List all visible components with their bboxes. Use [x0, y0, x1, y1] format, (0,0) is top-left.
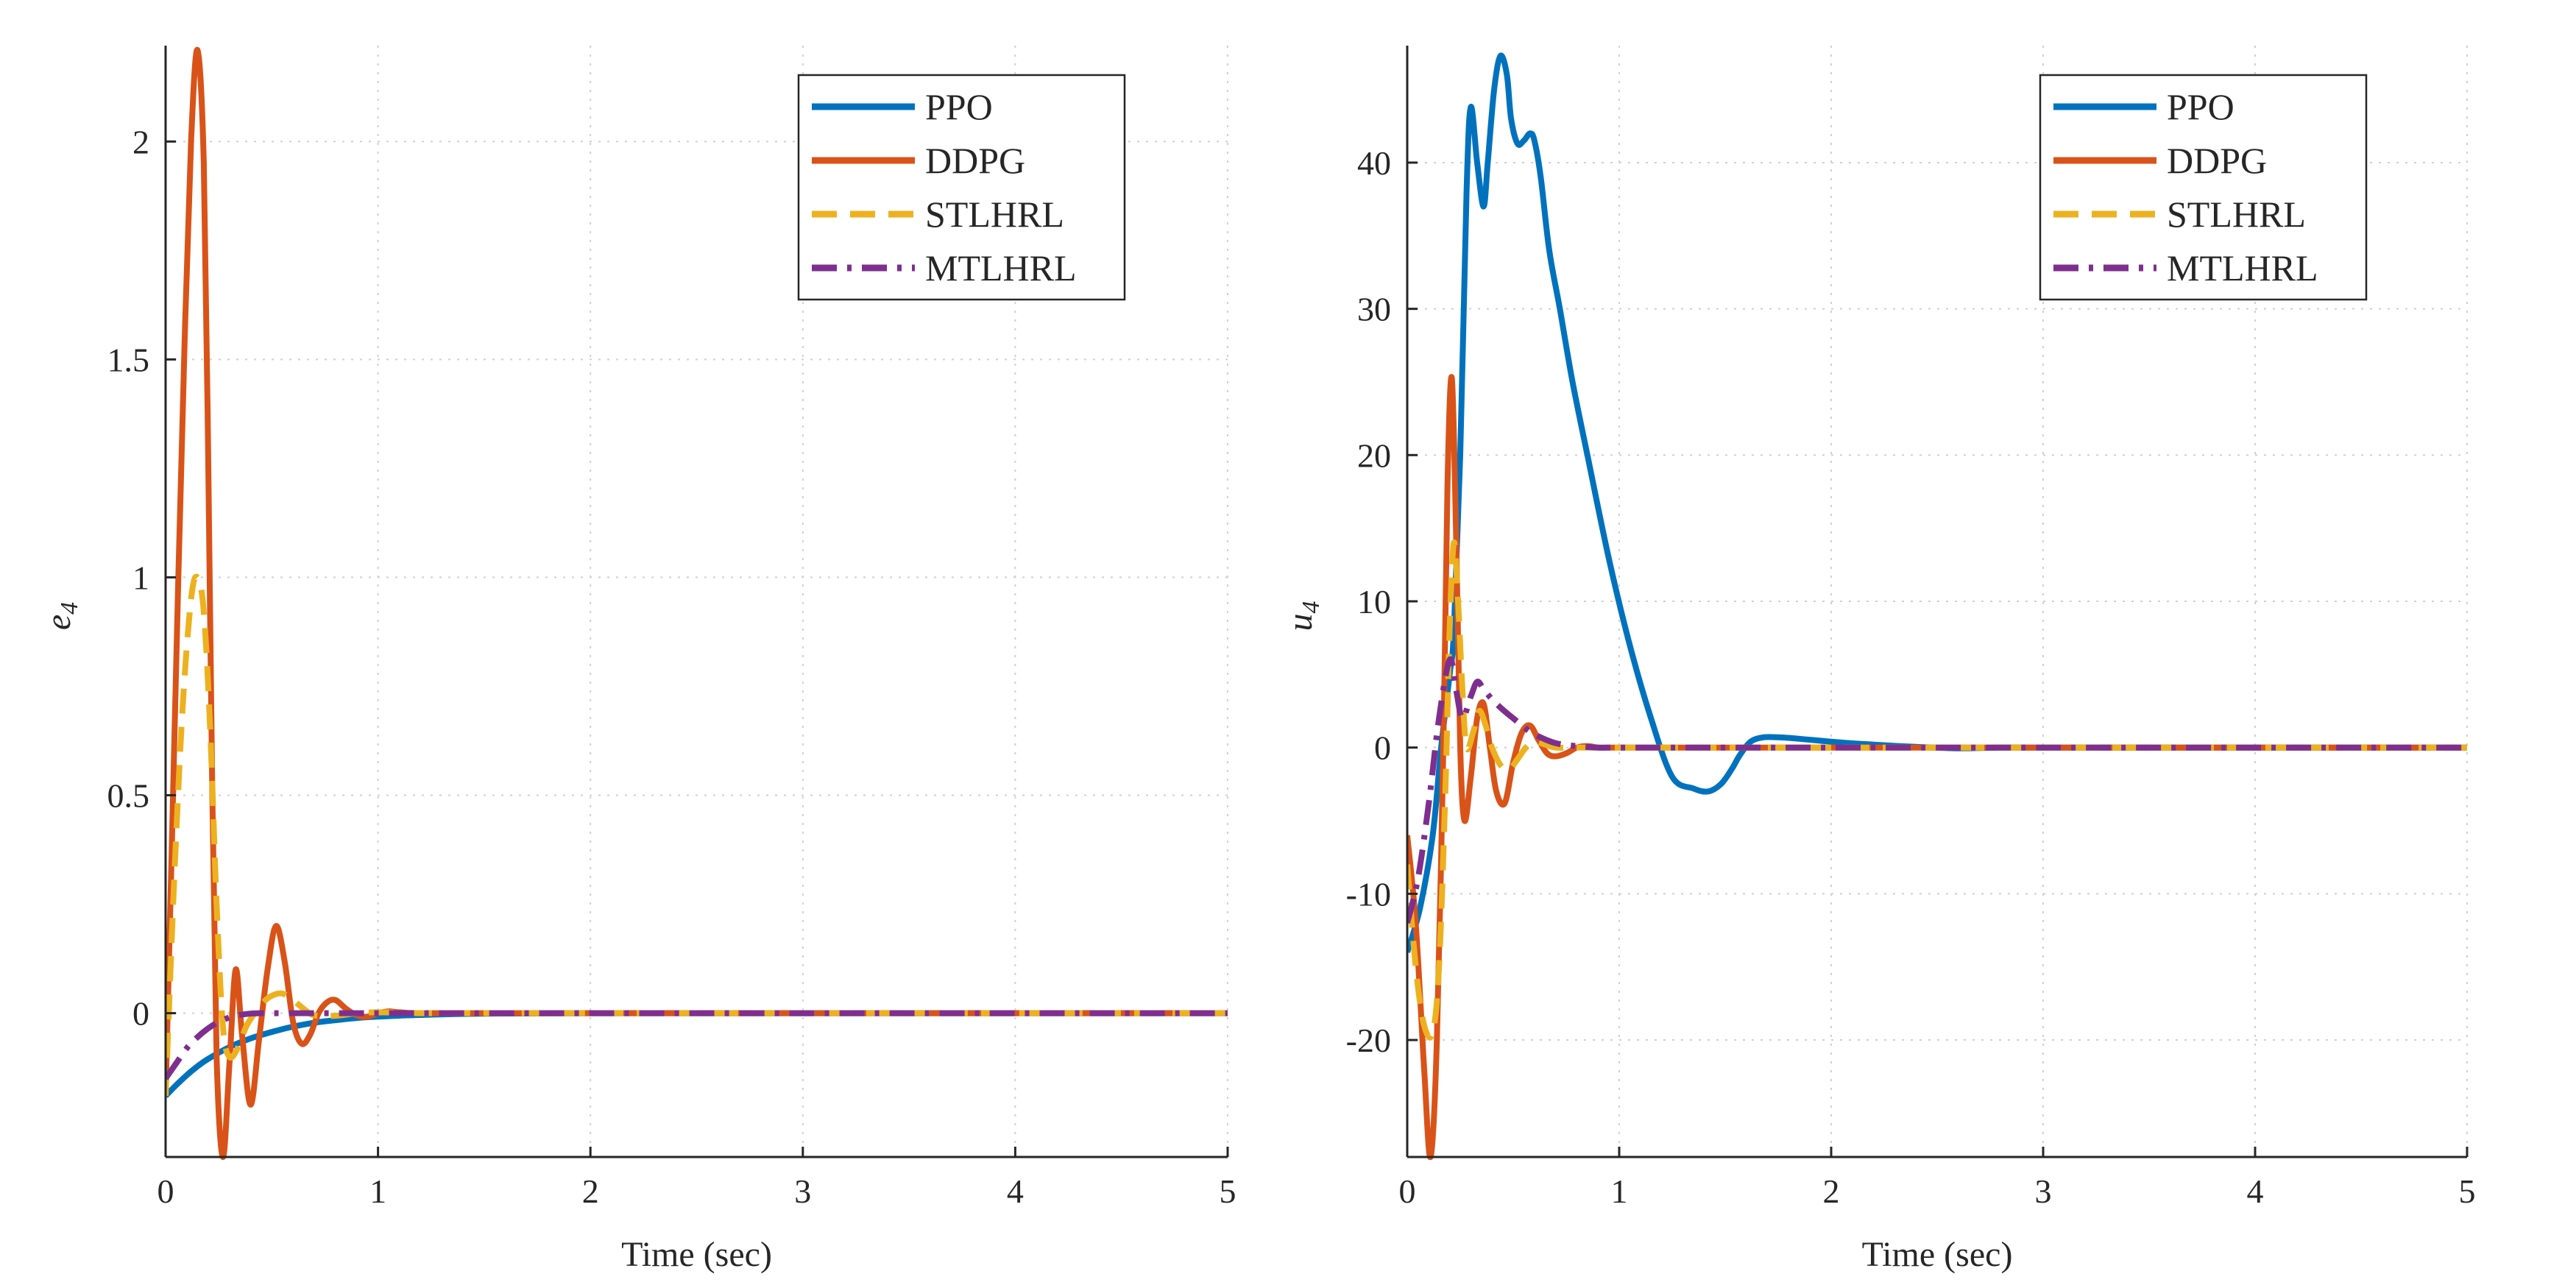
chart-e4-xlabel: Time (sec)	[621, 1235, 772, 1274]
chart-e4-x-ticks: 0 1 2 3 4 5	[158, 1147, 1236, 1210]
chart-u4-legend-box	[2039, 74, 2368, 301]
y-tick-label-4: 2	[132, 123, 149, 160]
x-tick-label-4: 4	[1007, 1172, 1024, 1210]
x-tick-label-5: 5	[1220, 1172, 1236, 1210]
y-tick-label-1: 0.5	[107, 777, 150, 815]
x-tick-label-1: 1	[1611, 1172, 1628, 1210]
chart-u4-y-ticks: -20 -10 0 10 20 30 40	[1346, 144, 1418, 1059]
y-tick-label-0: -20	[1346, 1022, 1391, 1059]
x-tick-label-5: 5	[2459, 1172, 2476, 1210]
x-tick-label-2: 2	[582, 1172, 599, 1210]
x-tick-label-0: 0	[158, 1172, 174, 1210]
x-tick-label-1: 1	[369, 1172, 386, 1210]
chart-u4-xlabel: Time (sec)	[1862, 1235, 2013, 1274]
series-line-mtlhrl	[1407, 656, 2467, 924]
legend-label-stlhrl: STLHRL	[2167, 194, 2306, 235]
chart-e4-y-ticks: 0 0.5 1 1.5 2	[107, 123, 176, 1033]
x-tick-label-0: 0	[1399, 1172, 1416, 1210]
chart-u4-ylabel: u4	[1281, 601, 1325, 631]
chart-u4-legend: PPO DDPG STLHRL MTLHRL	[2039, 74, 2368, 301]
y-tick-label-6: 40	[1357, 144, 1391, 182]
legend-label-ddpg: DDPG	[2167, 140, 2267, 181]
chart-e4-legend: PPO DDPG STLHRL MTLHRL	[797, 74, 1126, 301]
chart-e4-ylabel-main: e	[39, 615, 78, 630]
legend-label-ppo: PPO	[2167, 86, 2234, 127]
chart-e4-ylabel-sub: 4	[56, 602, 83, 615]
legend-label-ppo: PPO	[925, 86, 993, 127]
series-line-ppo	[1407, 52, 2467, 953]
legend-label-stlhrl: STLHRL	[925, 194, 1064, 235]
legend-label-ddpg: DDPG	[925, 140, 1025, 181]
series-line-stlhrl	[1407, 539, 2467, 1041]
chart-e4-series	[166, 46, 1228, 1160]
y-tick-label-4: 20	[1357, 436, 1391, 474]
x-tick-label-4: 4	[2247, 1172, 2264, 1210]
x-tick-label-3: 3	[794, 1172, 811, 1210]
x-tick-label-2: 2	[1823, 1172, 1840, 1210]
y-tick-label-2: 0	[1374, 729, 1391, 767]
legend-label-mtlhrl: MTLHRL	[925, 247, 1077, 289]
chart-e4-axes	[164, 46, 1228, 1158]
chart-u4-series	[1407, 52, 2467, 1160]
chart-e4-ylabel: e4	[39, 602, 83, 630]
y-tick-label-0: 0	[132, 995, 149, 1033]
y-tick-label-3: 10	[1357, 583, 1391, 620]
y-tick-label-5: 30	[1357, 291, 1391, 328]
chart-u4-ylabel-sub: 4	[1298, 601, 1325, 614]
chart-e4-legend-box	[797, 74, 1126, 301]
chart-u4-ylabel-main: u	[1281, 614, 1320, 631]
series-line-stlhrl	[166, 573, 1228, 1097]
series-line-mtlhrl	[166, 1010, 1228, 1080]
y-tick-label-2: 1	[132, 559, 149, 596]
y-tick-label-3: 1.5	[107, 341, 150, 378]
chart-u4-x-ticks: 0 1 2 3 4 5	[1399, 1147, 2476, 1210]
x-tick-label-3: 3	[2035, 1172, 2052, 1210]
y-tick-label-1: -10	[1346, 875, 1391, 913]
legend-label-mtlhrl: MTLHRL	[2167, 247, 2318, 289]
